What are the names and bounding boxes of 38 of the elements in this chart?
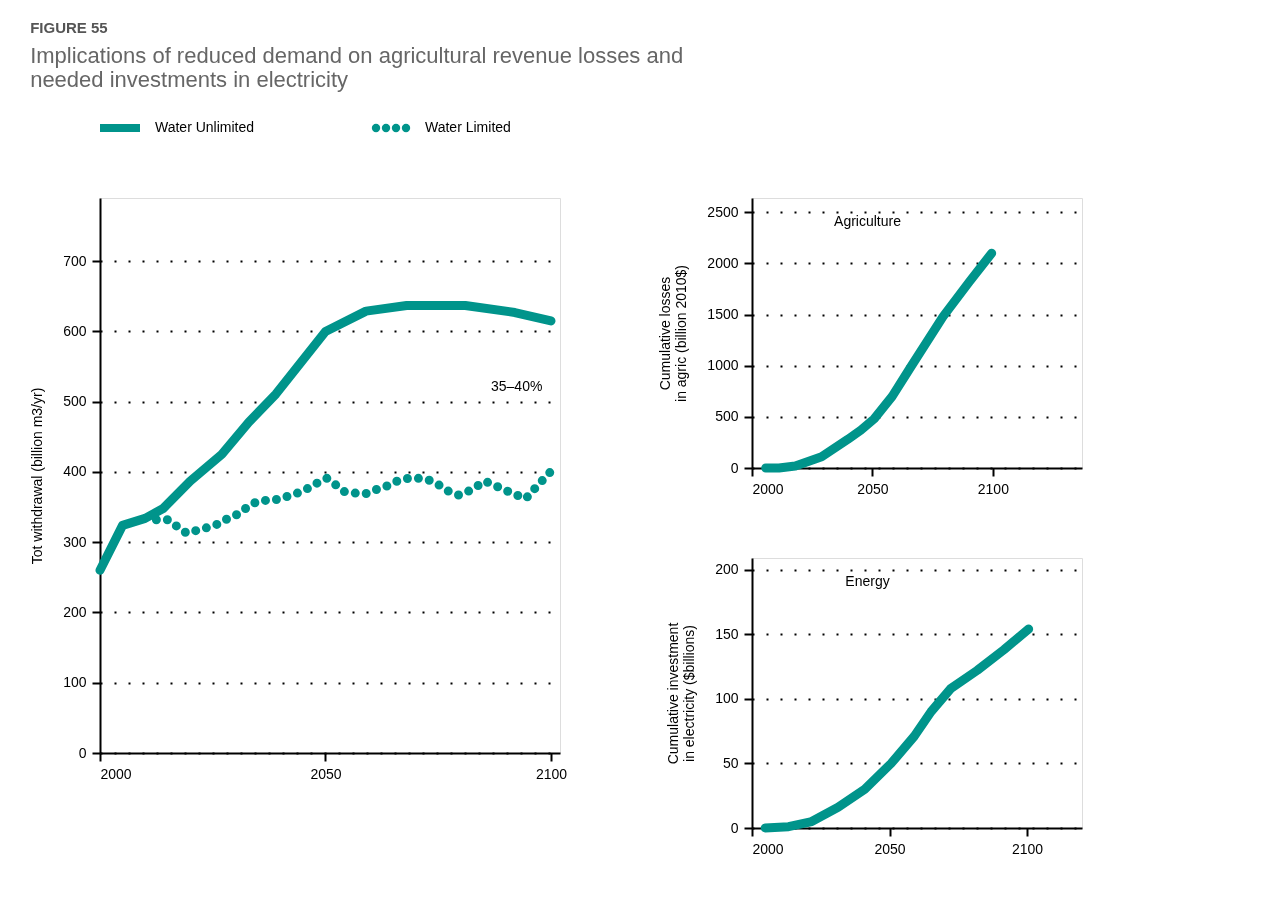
y-tick-label: 200 (63, 603, 87, 620)
x-tick-label: 2000 (100, 765, 132, 782)
y-tick-label: 300 (63, 533, 87, 550)
legend-label: Water Unlimited (155, 119, 255, 135)
x-tick-label: 2100 (977, 480, 1010, 497)
y-tick-label: 2500 (707, 203, 739, 220)
legend-label: Water Limited (425, 119, 511, 135)
x-tick-label: 2100 (1011, 840, 1044, 857)
x-tick-label: 2000 (752, 480, 784, 497)
y-tick-label: 0 (78, 744, 87, 761)
text: Energy (845, 573, 890, 590)
x-tick-label: 2100 (535, 765, 568, 782)
chart-subtitle: Implications of reduced demand on agricultural revenue losses and needed investments in electricity (30, 42, 684, 92)
y-tick-label: 500 (63, 393, 87, 410)
text: Agriculture (834, 213, 902, 230)
y-tick-label: 150 (715, 625, 739, 642)
y-tick-label: 1500 (707, 306, 739, 323)
y-tick-label: 100 (715, 690, 739, 707)
chart-title: FIGURE 55 (30, 18, 108, 36)
annotation: 35–40% (491, 377, 543, 394)
y-tick-label: 200 (715, 561, 739, 578)
x-tick-label: 2000 (752, 840, 784, 857)
x-tick-label: 2050 (857, 480, 889, 497)
y-tick-label: 1000 (707, 357, 739, 374)
y-tick-label: 500 (715, 408, 739, 425)
x-tick-label: 2050 (874, 840, 906, 857)
y-tick-label: 0 (730, 459, 739, 476)
y-tick-label: 100 (63, 674, 87, 691)
y-tick-label: 700 (63, 252, 87, 269)
y-axis-title: Tot withdrawal (billion m3/yr) (29, 387, 46, 565)
y-tick-label: 600 (63, 322, 87, 339)
y-axis-title: Cumulative investment in electricity ($billions) (665, 622, 698, 765)
y-tick-label: 400 (63, 463, 87, 480)
x-tick-label: 2050 (310, 765, 342, 782)
y-tick-label: 0 (730, 819, 739, 836)
y-tick-label: 2000 (707, 254, 739, 271)
y-tick-label: 50 (722, 754, 739, 771)
y-axis-title: Cumulative losses in agric (billion 2010$) (657, 265, 690, 402)
